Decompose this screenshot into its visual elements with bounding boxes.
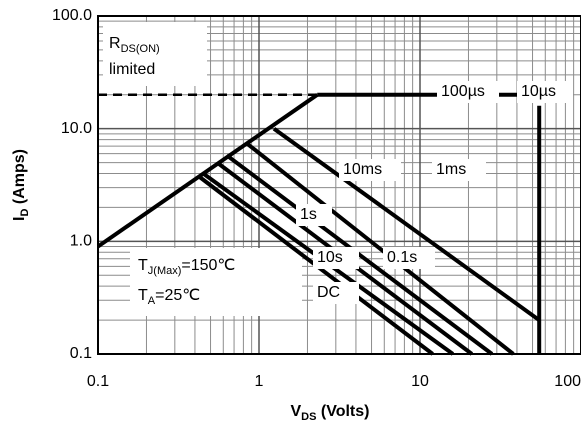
- label-main: T: [138, 287, 148, 304]
- label: RDS(ON): [109, 35, 160, 55]
- series-label-box: [296, 204, 332, 226]
- label-sub: D: [19, 209, 31, 217]
- x-tick-label: 1: [255, 373, 264, 390]
- label-rest: =150℃: [181, 257, 235, 274]
- series-label-box: [432, 159, 486, 181]
- series-label-box: [517, 81, 573, 103]
- series-label: 10ms: [343, 161, 382, 178]
- series-label: 1s: [300, 206, 317, 223]
- label-sub: J(Max): [148, 265, 182, 277]
- label-rest: (Volts): [316, 403, 369, 420]
- y-tick-label: 0.1: [70, 345, 92, 362]
- series-label-box: [313, 282, 359, 304]
- label-sub: DS: [301, 411, 316, 423]
- x-tick-label: 10: [411, 373, 429, 390]
- x-tick-label: 100: [554, 373, 581, 390]
- x-tick-label: 0.1: [87, 373, 109, 390]
- label-sub: A: [148, 295, 156, 307]
- label: TJ(Max)=150℃: [138, 257, 235, 277]
- y-tick-label: 10.0: [61, 120, 92, 137]
- label-main: R: [109, 35, 121, 52]
- label-main: V: [291, 403, 302, 420]
- note-line2: limited: [109, 61, 155, 78]
- series-label: 100µs: [441, 83, 485, 100]
- series-label-box: [437, 81, 499, 103]
- series-label-box: [383, 247, 435, 269]
- label-sub: DS(ON): [121, 43, 160, 55]
- series-label-box: [339, 159, 401, 181]
- label-rest: =25℃: [155, 287, 200, 304]
- series-line: [272, 127, 541, 322]
- label: ID (Amps): [11, 149, 31, 221]
- y-tick-label: 1.0: [70, 233, 92, 250]
- series-label: 0.1s: [387, 249, 417, 266]
- label-main: I: [11, 217, 28, 221]
- series-label-box: [313, 247, 359, 269]
- label: TA=25℃: [138, 287, 200, 307]
- series-label: 1ms: [436, 161, 466, 178]
- note-box: [130, 248, 302, 316]
- series-line: [96, 93, 319, 249]
- series-label: 10s: [317, 249, 343, 266]
- plot-frame: [97, 15, 581, 355]
- series-line: [225, 153, 494, 356]
- label-rest: (Amps): [11, 149, 28, 209]
- series-label: 10µs: [521, 83, 556, 100]
- series-line: [245, 141, 515, 356]
- series-label: DC: [317, 284, 340, 301]
- label: VDS (Volts): [291, 403, 370, 423]
- note-box: [103, 22, 207, 86]
- y-tick-label: 100.0: [52, 7, 92, 24]
- label-main: T: [138, 257, 148, 274]
